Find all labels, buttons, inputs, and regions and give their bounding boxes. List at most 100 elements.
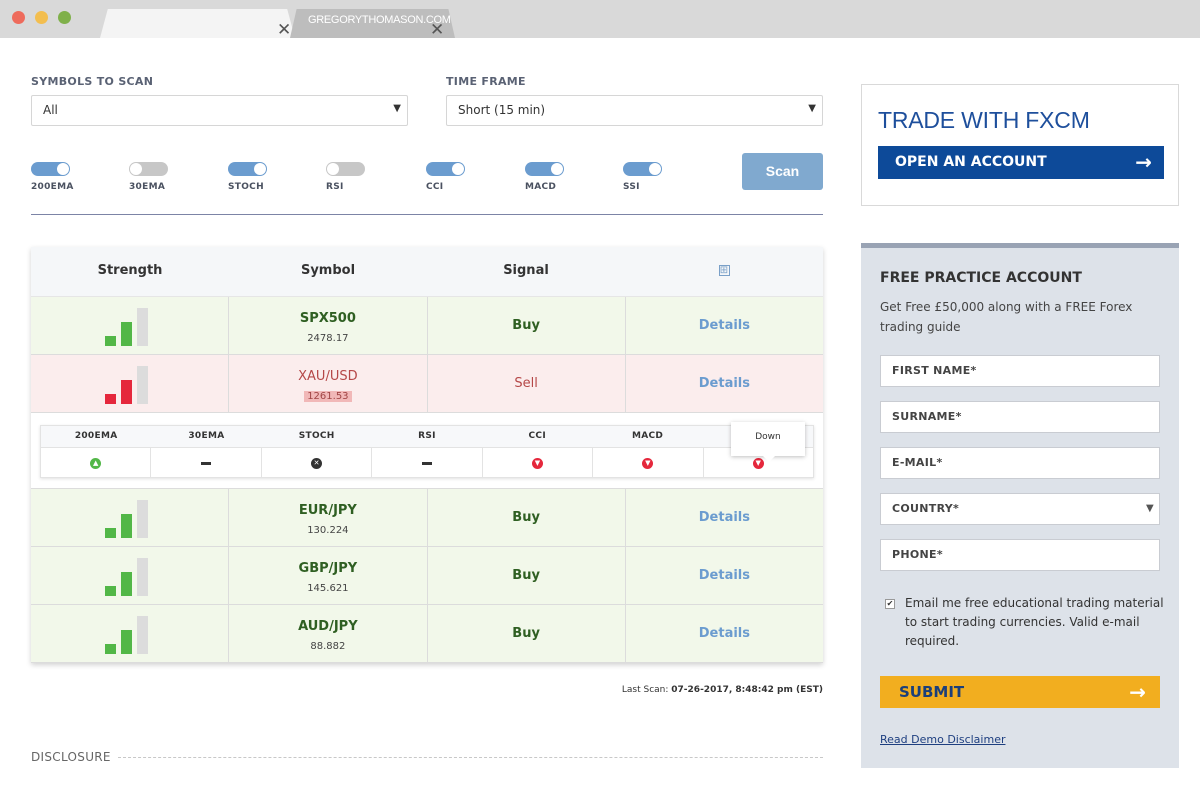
toggle-switch[interactable] [623,162,662,176]
email-field[interactable]: E-MAIL* [880,447,1160,479]
strength-bar [137,558,148,596]
toggle-stoch[interactable]: STOCH [228,162,306,192]
symbol-name: AUD/JPY [298,619,358,634]
details-link[interactable]: Details [698,510,750,525]
fxcm-title: TRADE WITH FXCM [878,107,1090,133]
demo-disclaimer-link[interactable]: Read Demo Disclaimer [880,733,1006,746]
toggle-switch[interactable] [426,162,465,176]
symbols-select-value: All [43,103,58,117]
indicator-header: CCI [528,431,546,441]
scan-button[interactable]: Scan [742,153,823,190]
chevron-down-icon[interactable]: ▼ [531,457,543,469]
toggle-200ema[interactable]: 200EMA [31,162,109,192]
strength-bar [137,500,148,538]
toggle-switch[interactable] [326,162,365,176]
neutral-dash-icon[interactable] [421,461,432,465]
toggle-knob [327,163,339,175]
toggle-switch[interactable] [31,162,70,176]
close-icon[interactable]: ✕ [430,20,445,40]
toggle-label: CCI [426,182,444,192]
indicator-header-row: 200EMA 30EMA STOCH RSI CCI MACD [41,426,813,448]
open-account-label: OPEN AN ACCOUNT [895,154,1047,170]
symbol-price: 2478.17 [307,333,349,344]
indicator-header: STOCH [298,431,335,441]
signal-cell: Buy [428,489,626,546]
indicator-header: MACD [631,431,664,441]
caret-down-icon: ▼ [1146,503,1154,514]
practice-subtitle: Get Free £50,000 along with a FREE Forex… [880,300,1133,334]
browser-tab[interactable]: GREGORYTHOMASON.COM ✕ [290,9,455,38]
toggle-label: MACD [525,182,557,192]
minimize-window-button[interactable] [35,11,48,24]
strength-cell [31,547,230,604]
strength-bars-icon [105,614,151,654]
toggle-label: STOCH [228,182,264,192]
details-link[interactable]: Details [698,318,750,333]
symbols-select[interactable]: All ▼ [31,95,408,126]
disclosure-heading[interactable]: DISCLOSURE [31,750,111,764]
indicator-value: ✕ [262,448,373,478]
x-circle-icon[interactable]: ✕ [311,457,323,469]
expand-all-icon[interactable]: ⊞ [718,265,730,276]
strength-bar [121,630,132,654]
toggle-ssi[interactable]: SSI [623,162,701,192]
symbol-name: XAU/USD [298,369,358,384]
strength-bar [105,586,116,596]
symbol-price: 88.882 [310,641,346,652]
country-select[interactable]: COUNTRY* ▼ [880,493,1160,525]
phone-field[interactable]: PHONE* [880,539,1160,571]
submit-button[interactable]: SUBMIT → [880,676,1160,708]
indicator-table: 200EMA 30EMA STOCH RSI CCI MACD ▲ ✕ ▼ ▼ ▼ Down [40,422,814,478]
symbol-cell: EUR/JPY 130.224 [229,489,428,546]
toggle-switch[interactable] [525,162,564,176]
symbol-price: 145.621 [307,583,349,594]
email-opt-in-label: Email me free educational trading materi… [905,596,1164,648]
strength-cell [31,605,230,662]
toggle-knob [130,163,142,175]
symbol-name: GBP/JPY [298,561,358,576]
details-link[interactable]: Details [698,568,750,583]
timeframe-select[interactable]: Short (15 min) ▼ [446,95,823,126]
symbol-cell: XAU/USD 1261.53 [229,355,428,412]
indicator-value-row: ▲ ✕ ▼ ▼ ▼ [41,448,813,478]
table-row[interactable]: EUR/JPY 130.224 Buy Details [31,489,823,547]
table-row[interactable]: GBP/JPY 145.621 Buy Details [31,547,823,605]
toggle-switch[interactable] [129,162,168,176]
details-link[interactable]: Details [698,376,750,391]
toggle-macd[interactable]: MACD [525,162,603,192]
divider [31,214,823,215]
details-cell: Details [626,605,823,662]
neutral-dash-icon[interactable] [201,461,212,465]
strength-bars-icon [105,498,151,538]
indicator-header: 200EMA [74,431,118,441]
toggle-knob [254,163,266,175]
toggle-30ema[interactable]: 30EMA [129,162,207,192]
arrow-right-icon: → [1135,150,1152,174]
first-name-field[interactable]: FIRST NAME* [880,355,1160,387]
caret-down-icon: ▼ [393,103,401,114]
indicator-header: 30EMA [188,431,225,441]
header-symbol: Symbol [300,263,356,278]
table-row[interactable]: XAU/USD 1261.53 Sell Details [31,355,823,413]
email-opt-in-checkbox[interactable]: ✔ [885,599,895,609]
table-row[interactable]: AUD/JPY 88.882 Buy Details [31,605,823,663]
details-link[interactable]: Details [698,626,750,641]
toggle-switch[interactable] [228,162,267,176]
strength-bar [105,336,116,346]
toggle-cci[interactable]: CCI [426,162,504,192]
browser-tab-active[interactable]: ✕ [100,9,295,38]
chevron-down-icon[interactable]: ▼ [752,457,764,469]
indicator-value [372,448,483,478]
surname-field[interactable]: SURNAME* [880,401,1160,433]
caret-down-icon: ▼ [808,103,816,114]
open-account-button[interactable]: OPEN AN ACCOUNT → [878,146,1164,179]
close-icon[interactable]: ✕ [277,20,292,40]
table-row[interactable]: SPX500 2478.17 Buy Details [31,297,823,355]
maximize-window-button[interactable] [58,11,71,24]
strength-bar [121,380,132,404]
chevron-down-icon[interactable]: ▼ [642,457,654,469]
close-window-button[interactable] [12,11,25,24]
toggle-rsi[interactable]: RSI [326,162,404,192]
indicator-value: ▼ [483,448,594,478]
chevron-up-icon[interactable]: ▲ [90,457,102,469]
